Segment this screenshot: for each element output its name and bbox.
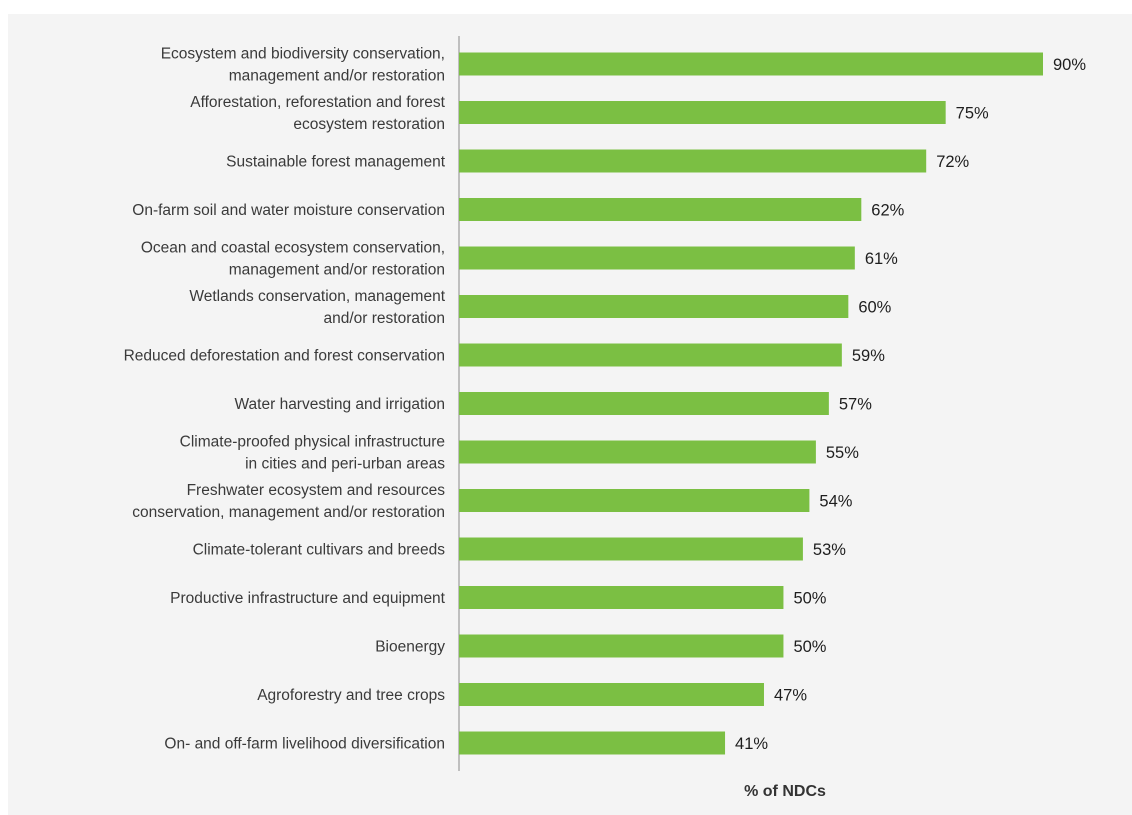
bar — [459, 198, 862, 221]
bar-value-label: 72% — [936, 153, 969, 171]
category-label: Reduced deforestation and forest conserv… — [124, 348, 445, 365]
category-label: Bioenergy — [375, 639, 445, 656]
bar-value-label: 75% — [956, 105, 989, 123]
category-label: Wetlands conservation, management — [189, 288, 445, 305]
category-label: Climate-proofed physical infrastructure — [180, 434, 445, 451]
category-label: Freshwater ecosystem and resources — [187, 482, 446, 499]
category-label: Ocean and coastal ecosystem conservation… — [141, 240, 445, 257]
bar — [459, 149, 927, 173]
bar-value-label: 54% — [819, 493, 852, 511]
category-label: On- and off-farm livelihood diversificat… — [164, 736, 445, 753]
category-label: conservation, management and/or restorat… — [132, 504, 445, 521]
bar — [459, 392, 829, 415]
bar — [459, 537, 803, 561]
bar-value-label: 50% — [793, 590, 826, 608]
bar-value-label: 53% — [813, 541, 846, 559]
bar — [459, 295, 849, 318]
bar-value-label: 60% — [858, 299, 891, 317]
bar-value-label: 61% — [865, 250, 898, 268]
bar — [459, 440, 816, 464]
bar-value-label: 41% — [735, 735, 768, 753]
bar — [459, 586, 784, 609]
bars-group: 90% Ecosystem and biodiversity conservati… — [124, 46, 1086, 755]
category-label: Agroforestry and tree crops — [257, 687, 445, 704]
category-label: in cities and peri-urban areas — [245, 456, 445, 473]
bar — [459, 489, 810, 512]
bar-value-label: 50% — [793, 638, 826, 656]
bar-value-label: 90% — [1053, 56, 1086, 74]
x-axis-title: % of NDCs — [744, 783, 826, 800]
category-label: management and/or restoration — [229, 68, 445, 85]
bar-value-label: 47% — [774, 687, 807, 705]
category-label: On-farm soil and water moisture conserva… — [132, 202, 445, 219]
category-label: management and/or restoration — [229, 262, 445, 279]
bar — [459, 634, 784, 658]
category-label: ecosystem restoration — [293, 116, 445, 133]
bar-value-label: 62% — [871, 202, 904, 220]
bar — [459, 246, 855, 270]
bar — [459, 101, 946, 124]
category-label: Ecosystem and biodiversity conservation, — [161, 46, 445, 63]
bar-value-label: 59% — [852, 347, 885, 365]
bar — [459, 683, 764, 706]
category-label: Water harvesting and irrigation — [235, 396, 446, 413]
bar — [459, 343, 842, 367]
category-label: Sustainable forest management — [226, 154, 446, 171]
category-label: and/or restoration — [324, 310, 446, 327]
category-label: Climate-tolerant cultivars and breeds — [193, 542, 446, 559]
bar-value-label: 55% — [826, 444, 859, 462]
category-label: Afforestation, reforestation and forest — [190, 94, 445, 111]
bar — [459, 731, 726, 755]
category-label: Productive infrastructure and equipment — [170, 590, 446, 607]
bar-value-label: 57% — [839, 396, 872, 414]
bar — [459, 52, 1043, 76]
